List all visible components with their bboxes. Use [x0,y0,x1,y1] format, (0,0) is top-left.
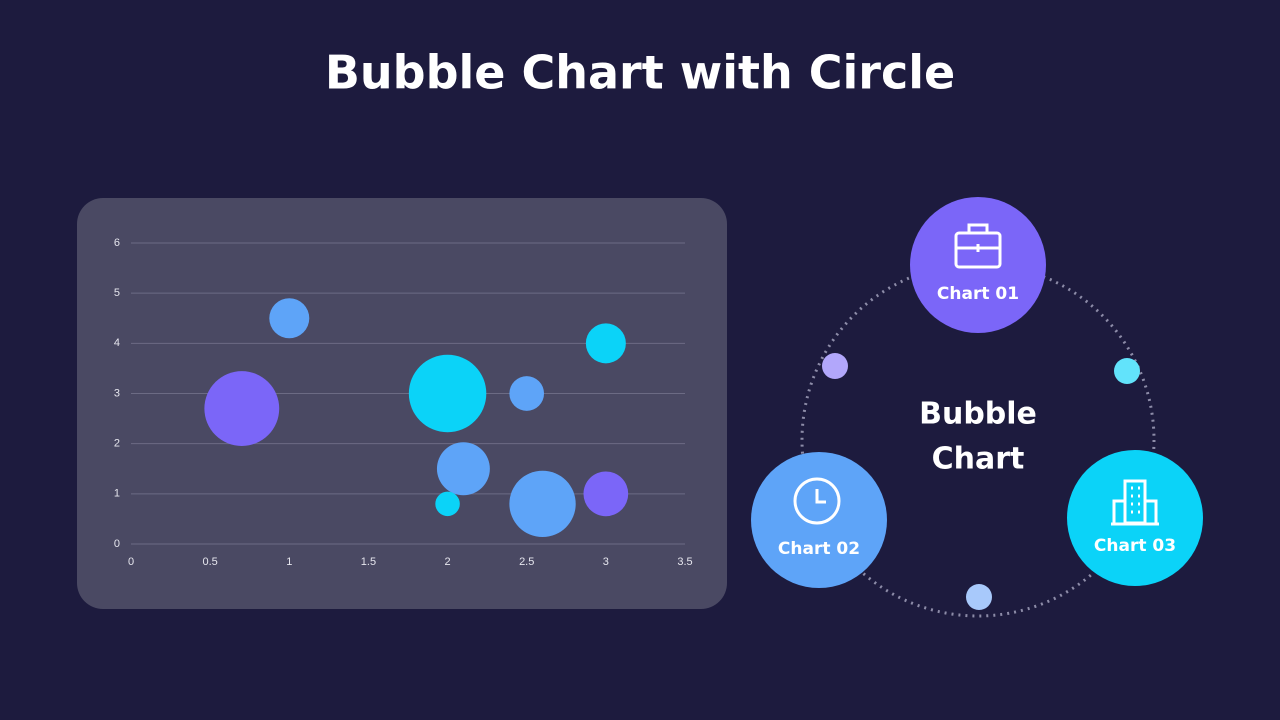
x-tick-label: 3 [603,556,609,568]
ring-dot [966,584,992,610]
node-label: Chart 02 [778,539,860,559]
x-tick-label: 1 [286,556,292,568]
x-tick-label: 0 [128,556,134,568]
bubble [408,354,487,433]
y-tick-label: 5 [114,287,120,299]
dotted-ring [800,262,1156,618]
y-tick-label: 0 [114,538,120,550]
clock-icon [793,477,841,525]
node-circle [751,452,887,588]
bubble [509,376,545,411]
briefcase-icon [954,223,1002,269]
node-label: Chart 03 [1094,536,1176,556]
x-tick-label: 2 [445,556,451,568]
node-label: Chart 01 [937,284,1019,304]
y-tick-label: 4 [114,337,120,349]
center-label: Chart [932,442,1025,477]
slide-title: Bubble Chart with Circle [325,46,955,100]
bubble [435,491,460,517]
bubble [509,470,576,538]
ring-dot [822,353,848,379]
center-label: Bubble [919,397,1037,432]
x-tick-label: 1.5 [361,556,376,568]
ring-dot [1114,358,1140,384]
y-tick-label: 3 [114,387,120,399]
y-tick-label: 1 [114,488,120,500]
x-tick-label: 0.5 [202,556,217,568]
bubble [269,298,310,339]
y-tick-label: 2 [114,438,120,450]
y-tick-label: 6 [114,237,120,249]
building-icon [1111,479,1159,526]
x-tick-label: 3.5 [677,556,692,568]
chart-panel [77,198,727,609]
x-tick-label: 2.5 [519,556,534,568]
plot: 0 1 2 3 4 5 6 0 0.5 1 1.5 2 2.5 3 3.5 [114,237,693,568]
node-circle [1067,450,1203,586]
bubble [436,442,490,496]
bubble [204,371,280,446]
bubble [583,471,629,517]
bubble [585,323,626,364]
node-circle [910,197,1046,333]
